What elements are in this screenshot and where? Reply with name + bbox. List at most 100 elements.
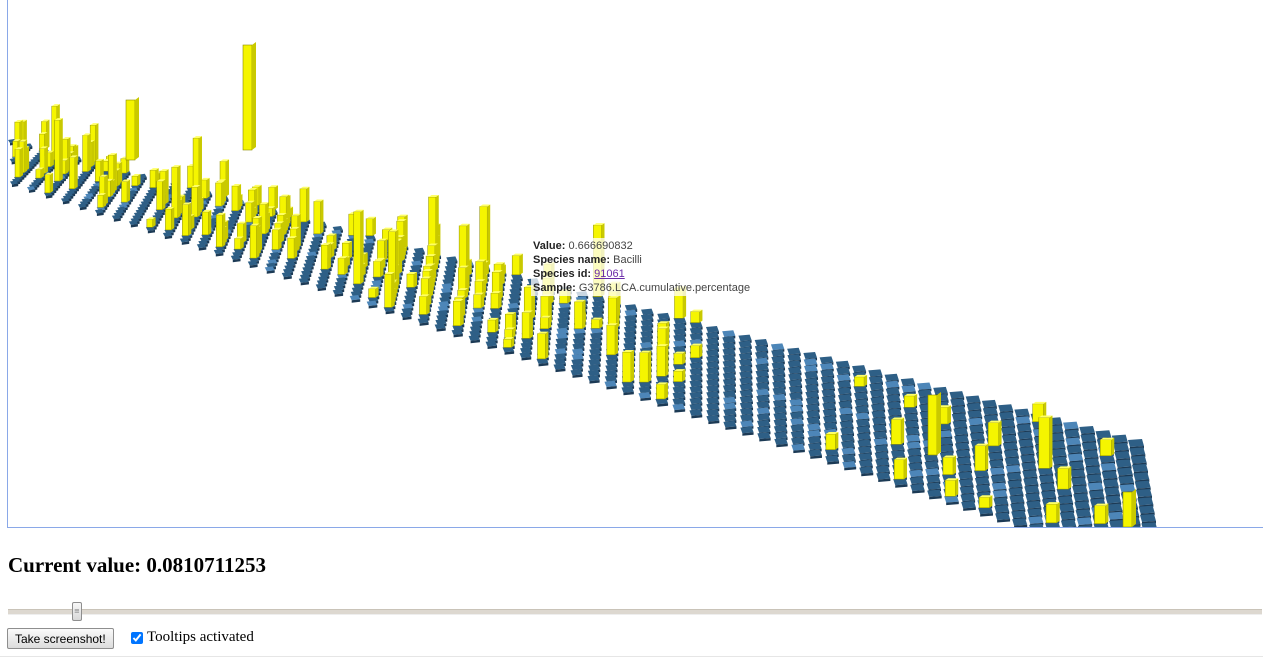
value-bar[interactable] [537,331,549,360]
value-bar[interactable] [337,256,348,275]
grid-tile[interactable] [1109,519,1125,528]
value-bar[interactable] [237,221,247,243]
grid-tile[interactable] [196,243,207,251]
value-bar[interactable] [368,286,379,298]
value-bar[interactable] [457,288,469,299]
value-bar[interactable] [606,323,619,356]
value-slider-track[interactable] [8,609,1262,615]
value-bar[interactable] [1038,415,1053,469]
value-bar[interactable] [622,350,634,383]
value-bar[interactable] [60,158,69,175]
grid-tile[interactable] [400,312,412,321]
grid-tile[interactable] [468,335,480,344]
grid-tile[interactable] [26,186,36,193]
grid-tile[interactable] [978,506,993,517]
grid-tile[interactable] [1060,519,1077,528]
grid-tile[interactable] [1077,525,1094,528]
value-bar[interactable] [1122,489,1136,527]
value-bar[interactable] [259,202,269,235]
grid-tile[interactable] [247,260,258,269]
grid-tile[interactable] [910,483,925,494]
grid-tile[interactable] [264,266,275,274]
value-bar[interactable] [591,317,603,329]
grid-tile[interactable] [383,306,395,315]
grid-tile[interactable] [1045,521,1060,528]
value-bar[interactable] [540,315,552,329]
value-bar[interactable] [1099,437,1115,457]
value-bar[interactable] [44,172,54,194]
grid-tile[interactable] [332,289,344,297]
value-bar[interactable] [231,183,242,211]
value-bar[interactable] [927,392,941,456]
value-bar[interactable] [521,310,533,339]
value-bar[interactable] [268,185,278,210]
value-bar[interactable] [944,478,959,497]
grid-tile[interactable] [655,397,669,407]
grid-tile[interactable] [723,420,737,430]
grid-tile[interactable] [1012,518,1028,528]
grid-tile[interactable] [60,197,70,205]
grid-tile[interactable] [434,323,446,332]
value-bar[interactable] [503,337,515,348]
value-bar[interactable] [639,350,652,383]
value-bar[interactable] [320,242,331,270]
grid-tile[interactable] [944,495,959,506]
grid-tile[interactable] [213,249,224,257]
value-bar[interactable] [406,271,418,288]
grid-tile[interactable] [111,214,121,222]
grid-tile[interactable] [485,340,498,349]
grid-tile[interactable] [740,426,754,436]
grid-tile[interactable] [9,180,19,188]
tooltip-species-id-link[interactable]: 91061 [594,268,625,280]
grid-tile[interactable] [876,472,891,482]
grid-tile[interactable] [808,449,822,459]
value-bar[interactable] [1057,466,1072,490]
grid-tile[interactable] [502,346,515,355]
grid-tile[interactable] [893,478,908,488]
value-bar[interactable] [234,236,244,250]
grid-tile[interactable] [230,254,241,263]
grid-tile[interactable] [927,489,942,500]
value-bar[interactable] [937,405,951,425]
value-bar[interactable] [131,174,141,186]
value-bar[interactable] [342,241,353,260]
grid-tile[interactable] [638,392,651,402]
value-bar[interactable] [504,327,516,339]
grid-tile[interactable] [417,317,429,326]
value-slider-thumb[interactable]: ≡ [71,602,82,621]
value-bar[interactable] [904,393,918,408]
value-bar[interactable] [490,291,502,309]
value-bar[interactable] [656,382,668,400]
value-bar[interactable] [690,309,703,323]
grid-tile[interactable] [570,369,583,378]
3d-bar-scene[interactable] [8,0,1263,528]
value-bar[interactable] [479,204,491,267]
value-bar[interactable] [69,155,78,190]
value-bar[interactable] [453,299,464,326]
grid-tile[interactable] [349,294,361,303]
value-bar[interactable] [458,265,469,294]
value-bar[interactable] [487,317,499,333]
grid-tile[interactable] [587,375,600,384]
value-bar[interactable] [215,212,226,248]
value-bar[interactable] [165,206,175,231]
grid-tile[interactable] [281,272,292,280]
grid-tile[interactable] [179,237,190,245]
grid-tile[interactable] [842,460,857,471]
value-bar[interactable] [215,180,225,207]
value-bar[interactable] [511,253,523,276]
value-bar[interactable] [987,420,1002,447]
take-screenshot-button[interactable]: Take screenshot! [7,628,114,649]
grid-tile[interactable] [553,363,566,373]
grid-tile[interactable] [604,380,617,390]
value-bar[interactable] [202,209,212,236]
value-bar[interactable] [125,97,139,161]
tooltips-toggle[interactable]: Tooltips activated [131,629,254,646]
grid-tile[interactable] [128,220,138,228]
grid-tile[interactable] [774,438,788,448]
value-bar[interactable] [97,193,107,208]
value-bar[interactable] [14,147,24,178]
value-bar[interactable] [200,177,210,199]
grid-tile[interactable] [706,415,720,425]
grid-tile[interactable] [1029,523,1044,528]
